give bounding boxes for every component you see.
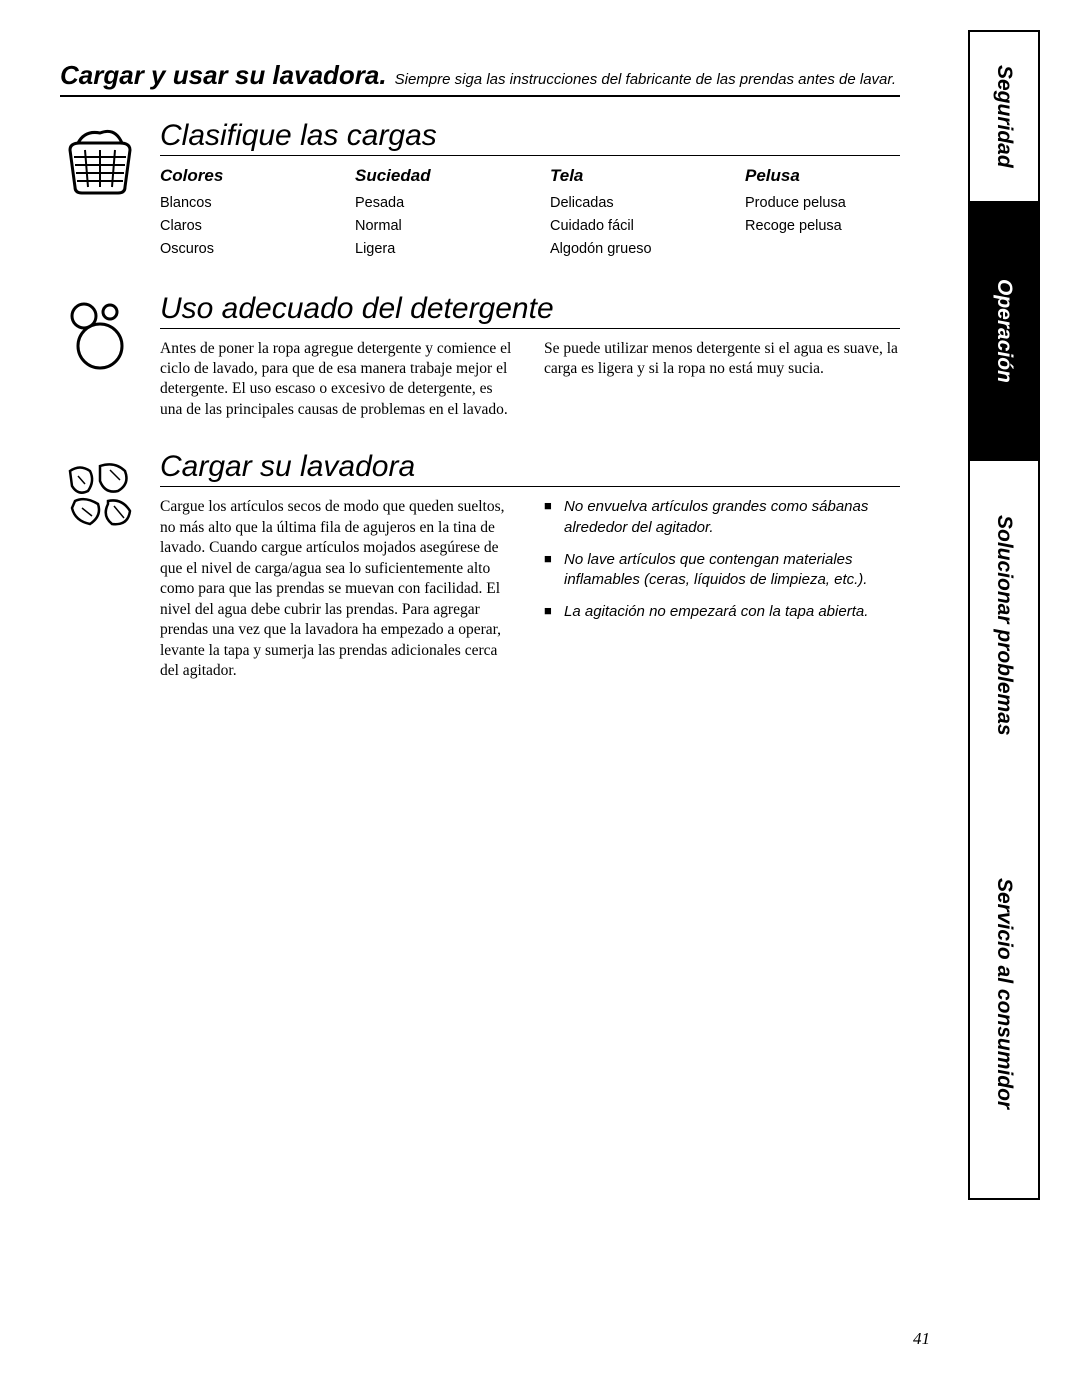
section-detergent: Uso adecuado del detergente Antes de pon… [60,292,900,421]
list-item: No lave artículos que contengan material… [544,550,900,591]
section-heading-loading: Cargar su lavadora [160,450,900,487]
loading-warnings-list: No envuelva artículos grandes como sában… [544,497,900,622]
bubbles-icon [60,292,160,378]
page-title: Cargar y usar su lavadora. [60,60,387,90]
sort-col-suciedad: Suciedad Pesada Normal Ligera [355,166,510,262]
list-item: La agitación no empezará con la tapa abi… [544,602,900,622]
tab-seguridad[interactable]: Seguridad [970,32,1038,201]
section-loading: Cargar su lavadora Cargue los artículos … [60,450,900,681]
section-heading-sort: Clasifique las cargas [160,119,900,156]
page-subtitle: Siempre siga las instrucciones del fabri… [395,71,896,88]
side-tabs: Seguridad Operación Solucionar problemas… [968,30,1040,1200]
list-item: No envuelva artículos grandes como sában… [544,497,900,538]
basket-icon [60,119,160,195]
sort-col-tela: Tela Delicadas Cuidado fácil Algodón gru… [550,166,705,262]
sort-col-colores: Colores Blancos Claros Oscuros [160,166,315,262]
loading-text: Cargue los artículos secos de modo que q… [160,497,516,681]
section-sort-loads: Clasifique las cargas Colores Blancos Cl… [60,119,900,262]
page-title-row: Cargar y usar su lavadora. Siempre siga … [60,60,900,97]
detergent-text-2: Se puede utilizar menos detergente si el… [544,339,900,380]
clothes-icon [60,450,160,536]
page-number: 41 [913,1329,930,1349]
tab-solucionar-problemas[interactable]: Solucionar problemas [970,461,1038,790]
detergent-text-1: Antes de poner la ropa agregue detergent… [160,339,516,421]
tab-servicio-consumidor[interactable]: Servicio al consumidor [970,789,1038,1198]
section-heading-detergent: Uso adecuado del detergente [160,292,900,329]
sort-col-pelusa: Pelusa Produce pelusa Recoge pelusa [745,166,900,262]
sort-table: Colores Blancos Claros Oscuros Suciedad … [160,166,900,262]
tab-operacion[interactable]: Operación [970,201,1038,460]
